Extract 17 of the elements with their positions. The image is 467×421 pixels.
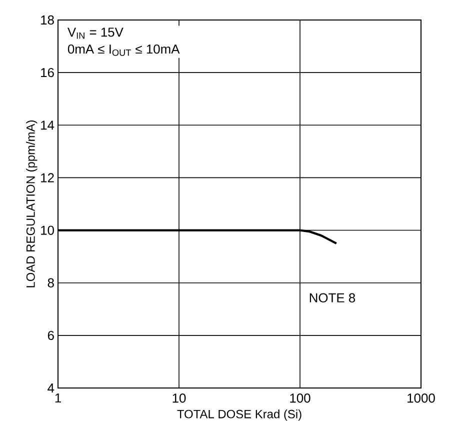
y-tick-label: 18: [41, 15, 54, 25]
y-tick-label: 16: [41, 68, 54, 78]
y-tick-label: 4: [48, 384, 54, 392]
y-axis-title: LOAD REGULATION (ppm/mA): [26, 120, 38, 288]
x-tick-label: 1: [55, 394, 61, 402]
x-tick-label: 10: [172, 394, 186, 403]
y-tick-label: 14: [41, 120, 54, 130]
y-tick-label: 12: [41, 173, 54, 182]
x-tick-label: 100: [290, 394, 310, 403]
x-axis-title: TOTAL DOSE Krad (Si): [177, 410, 302, 421]
y-tick-label: 6: [48, 330, 54, 340]
y-tick-label: 8: [48, 278, 54, 288]
annotation: NOTE 8: [310, 293, 356, 302]
annotation: V$_{IN}$ = 15V: [68, 28, 124, 39]
y-tick-label: 10: [41, 226, 54, 235]
annotation: 0mA ≤ I$_{OUT}$ ≤ 10mA: [68, 44, 180, 56]
x-tick-label: 1000: [408, 394, 435, 403]
